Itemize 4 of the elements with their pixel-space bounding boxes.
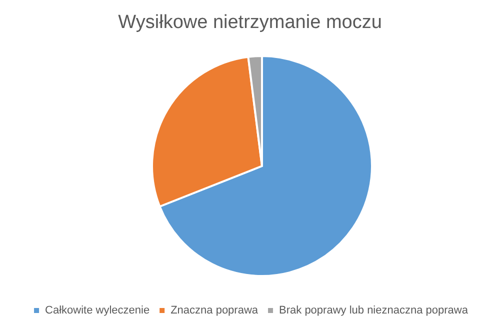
- chart-title: Wysiłkowe nietrzymanie moczu: [118, 12, 382, 33]
- legend-label: Całkowite wyleczenie: [45, 304, 150, 316]
- legend-label: Znaczna poprawa: [170, 304, 259, 316]
- legend-label: Brak poprawy lub nieznaczna poprawa: [279, 304, 469, 316]
